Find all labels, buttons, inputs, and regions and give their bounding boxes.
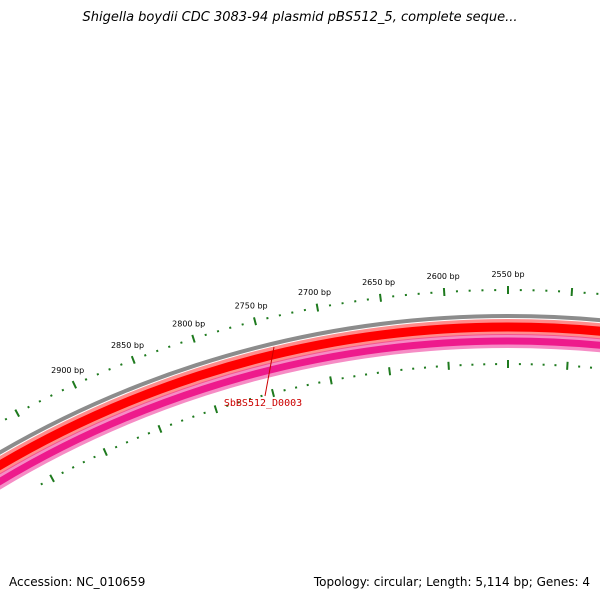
ruler-tick xyxy=(27,405,30,409)
ruler-tick xyxy=(4,417,8,421)
ruler-tick xyxy=(71,380,78,389)
reverse-feature-track xyxy=(0,337,600,486)
ruler-tick xyxy=(102,447,108,457)
ruler-tick xyxy=(229,326,232,329)
ruler-tick xyxy=(108,368,111,371)
ruler-label: 2650 bp xyxy=(362,278,395,287)
ruler-tick xyxy=(61,388,65,392)
ruler-tick xyxy=(93,455,96,459)
ruler-tick xyxy=(379,293,382,302)
ruler-tick xyxy=(180,419,184,422)
forward-feature-track xyxy=(0,322,600,471)
ruler-tick xyxy=(71,466,75,469)
backbone-ring xyxy=(0,314,600,455)
ruler-label: 2600 bp xyxy=(427,272,460,281)
ruler-tick xyxy=(50,394,53,397)
ruler-tick xyxy=(192,415,195,418)
ruler-tick xyxy=(130,355,136,364)
ruler-tick xyxy=(271,388,275,398)
ruler-tick xyxy=(155,349,159,353)
map-title: Shigella boydii CDC 3083-94 plasmid pBS5… xyxy=(82,10,518,25)
ruler-tick xyxy=(204,333,207,337)
accession-text: Accession: NC_010659 xyxy=(9,575,146,589)
ruler-tick xyxy=(241,323,244,326)
outer-ruler-ticks xyxy=(4,286,599,421)
ruler-tick xyxy=(315,303,320,312)
ruler-tick xyxy=(96,372,100,376)
ruler-label: 2850 bp xyxy=(111,341,144,350)
ruler-tick xyxy=(203,411,206,415)
ruler-label: 2900 bp xyxy=(51,366,84,375)
ruler-labels: 2900 bp 2850 bp 2800 bp 2750 bp 2700 bp 2650 … xyxy=(51,270,524,375)
ruler-tick xyxy=(329,376,333,385)
ruler-tick xyxy=(169,423,173,426)
ruler-tick xyxy=(253,317,257,326)
ruler-tick xyxy=(213,405,219,414)
ruler-tick xyxy=(14,409,20,418)
ruler-tick xyxy=(226,404,229,407)
ruler-tick xyxy=(237,401,240,404)
ruler-tick xyxy=(125,440,129,444)
ruler-tick xyxy=(191,334,196,343)
ruler-label: 2550 bp xyxy=(491,270,524,279)
ruler-tick xyxy=(216,329,220,333)
gene-label[interactable]: SbBS512_D0003 xyxy=(224,398,302,409)
ruler-tick xyxy=(147,431,151,435)
ruler-tick xyxy=(447,361,450,370)
topology-summary: Topology: circular; Length: 5,114 bp; Ge… xyxy=(313,575,590,589)
ruler-tick xyxy=(82,460,86,464)
ruler-tick xyxy=(260,394,263,398)
ruler-tick xyxy=(180,341,183,344)
ruler-tick xyxy=(61,471,64,475)
ruler-tick xyxy=(278,314,282,317)
ruler-label: 2750 bp xyxy=(235,302,268,311)
ruler-tick xyxy=(570,287,574,297)
inner-ruler-ticks xyxy=(40,360,593,486)
gene-label-pointer xyxy=(264,346,275,397)
ruler-tick xyxy=(167,345,171,349)
ruler-tick xyxy=(283,388,286,392)
ruler-tick xyxy=(248,397,252,401)
ruler-tick xyxy=(566,361,569,370)
ruler-tick xyxy=(38,399,42,403)
ruler-label: 2700 bp xyxy=(298,288,331,297)
ruler-label: 2800 bp xyxy=(172,319,205,328)
ruler-tick xyxy=(114,445,118,449)
ruler-tick xyxy=(84,378,88,381)
ruler-tick xyxy=(388,367,392,376)
ruler-tick xyxy=(157,424,163,433)
ruler-tick xyxy=(143,354,147,357)
ruler-tick xyxy=(40,482,44,486)
ruler-tick xyxy=(120,363,123,366)
ruler-tick xyxy=(442,287,446,297)
ruler-tick xyxy=(49,474,55,483)
ruler-tick xyxy=(136,436,140,440)
